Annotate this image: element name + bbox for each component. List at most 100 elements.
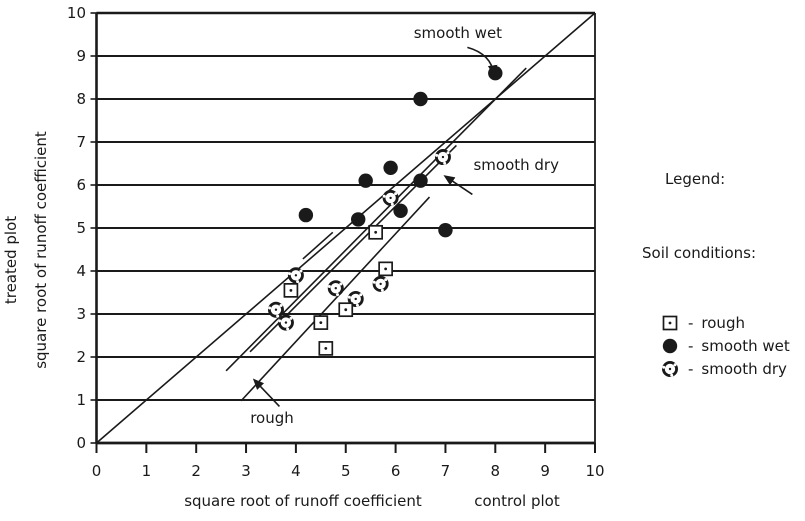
square-center-dot: [374, 230, 378, 234]
data-point-smooth-wet: [351, 212, 366, 227]
stipple-dot: [289, 316, 293, 320]
data-point-smooth-dry: [382, 189, 399, 206]
square-center-dot: [319, 321, 323, 324]
square-center-dot: [344, 308, 348, 312]
x-tick-label-1: 1: [142, 462, 152, 480]
y-tick-label-4: 4: [76, 262, 86, 280]
annotation-arrow-rough: [252, 378, 281, 408]
stipple-dot: [339, 282, 343, 286]
rough-marker-icon: [660, 313, 680, 333]
stipple-dot: [443, 161, 447, 165]
square-center-dot: [384, 267, 388, 271]
stipple-dot: [299, 269, 303, 273]
filled-circle-glyph: [413, 173, 428, 188]
filled-circle-glyph: [351, 212, 366, 227]
stipple-dot: [278, 319, 282, 323]
data-point-smooth-dry: [277, 314, 294, 331]
stipple-dot: [662, 365, 666, 369]
annotation-smooth-wet: smooth wet: [414, 24, 502, 42]
stipple-center-dot: [274, 308, 278, 311]
legend-label-rough: rough: [701, 313, 745, 332]
stipple-dot: [390, 202, 394, 206]
data-point-rough: [378, 261, 393, 277]
stipple-dot: [286, 327, 290, 331]
stipple-center-dot: [379, 282, 382, 286]
data-point-rough: [338, 302, 354, 318]
data-point-rough: [313, 315, 329, 330]
data-point-smooth-wet: [413, 91, 428, 107]
square-center-dot: [289, 288, 293, 292]
stipple-center-dot: [668, 367, 672, 370]
legend-separator: -: [688, 313, 694, 332]
rough-fit-line: [240, 196, 431, 402]
stipple-dot: [670, 373, 674, 377]
filled-circle-glyph: [393, 203, 408, 218]
x-axis-title-control-plot: control plot: [474, 492, 560, 510]
annotation-smooth-dry: smooth dry: [473, 156, 559, 174]
stipple-dot: [276, 314, 280, 318]
stipple-center-dot: [294, 274, 298, 277]
annotation-arrow-smooth-wet: [467, 46, 498, 77]
stipple-dot: [446, 151, 450, 155]
legend-panel: Legend: Soil conditions: - rough - smoot…: [640, 170, 805, 380]
annotation-arrow-smooth-dry: [443, 175, 473, 196]
smooth-wet-marker-icon: [660, 336, 680, 356]
stipple-dot: [673, 362, 677, 366]
filled-circle-glyph: [298, 207, 314, 223]
legend-separator: -: [688, 336, 694, 355]
x-tick-label-7: 7: [441, 462, 451, 480]
stipple-dot: [382, 194, 386, 198]
stipple-dot: [355, 303, 359, 307]
legend-separator: -: [688, 359, 694, 378]
y-tick-label-6: 6: [76, 176, 86, 194]
data-point-smooth-wet: [358, 173, 373, 188]
data-point-smooth-wet: [413, 173, 428, 188]
x-axis-title: square root of runoff coefficient: [184, 492, 422, 510]
y-tick-label-0: 0: [76, 434, 86, 452]
data-point-smooth-wet: [298, 207, 314, 223]
filled-circle-glyph: [438, 222, 453, 238]
legend-item-smooth-wet: - smooth wet: [660, 334, 805, 357]
y-tick-label-7: 7: [76, 133, 86, 151]
legend-title: Legend:: [665, 170, 726, 188]
data-point-smooth-dry: [327, 280, 344, 297]
filled-circle-glyph: [488, 66, 503, 81]
legend-label-smooth-wet: smooth wet: [701, 336, 790, 355]
data-point-rough: [318, 341, 334, 356]
smooth-wet-fit-line: [225, 67, 527, 372]
stipple-dot: [327, 284, 331, 288]
filled-circle-glyph: [662, 338, 678, 353]
legend-items: - rough - smooth wet - smooth dry: [660, 311, 805, 380]
x-tick-label-9: 9: [540, 462, 550, 480]
data-point-rough: [368, 224, 384, 240]
data-point-smooth-dry: [267, 301, 284, 318]
stipple-dot: [347, 295, 351, 299]
data-point-rough: [283, 283, 299, 298]
data-point-smooth-dry: [287, 267, 304, 284]
x-tick-label-2: 2: [191, 462, 201, 480]
stipple-center-dot: [334, 287, 337, 290]
filled-circle-glyph: [413, 91, 428, 107]
filled-circle-glyph: [358, 173, 373, 188]
data-point-smooth-dry: [372, 275, 389, 292]
legend-subtitle: Soil conditions:: [642, 244, 757, 262]
smooth-wet-marker-glyph: [662, 338, 678, 353]
y-tick-label-5: 5: [76, 219, 86, 237]
annotation-rough: rough: [250, 409, 294, 427]
legend-item-smooth-dry: - smooth dry: [660, 357, 805, 380]
y-tick-label-1: 1: [76, 391, 86, 409]
x-tick-label-6: 6: [391, 462, 401, 480]
x-tick-label-8: 8: [491, 462, 501, 480]
short-dash-segment: [302, 231, 334, 260]
data-point-smooth-dry: [347, 290, 364, 307]
stipple-center-dot: [354, 297, 357, 301]
data-point-smooth-wet: [488, 66, 503, 81]
x-tick-label-3: 3: [241, 462, 251, 480]
filled-circle-glyph: [383, 160, 398, 175]
stipple-dot: [380, 288, 384, 292]
stipple-dot: [335, 293, 339, 297]
y-tick-label-3: 3: [76, 305, 86, 323]
stipple-center-dot: [389, 196, 392, 200]
x-tick-label-0: 0: [92, 462, 102, 480]
